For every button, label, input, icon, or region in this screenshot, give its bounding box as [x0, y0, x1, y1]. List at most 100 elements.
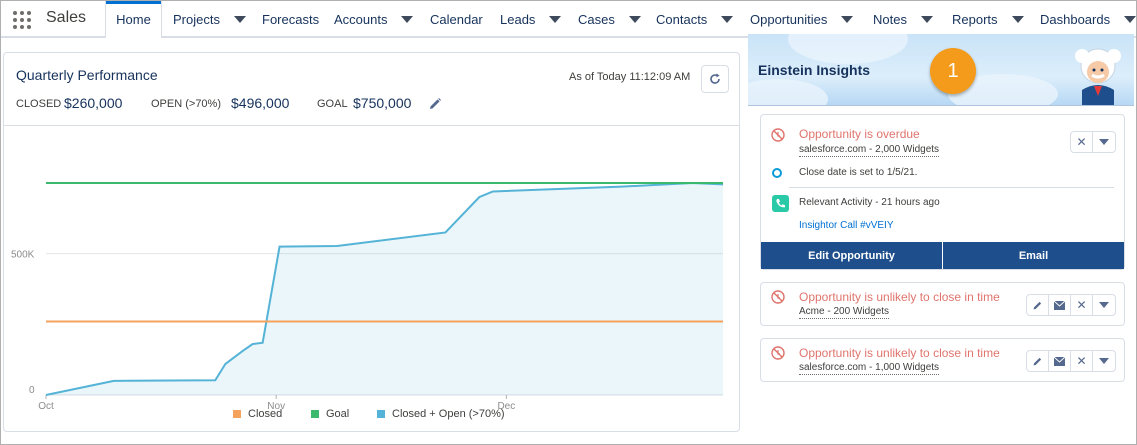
chevron-down-icon[interactable]	[1011, 16, 1024, 23]
legend-label-closed-open: Closed + Open (>70%)	[392, 408, 505, 420]
refresh-button[interactable]	[701, 65, 729, 93]
insightor-call-link[interactable]: Insightor Call #vVEIY	[799, 220, 894, 231]
edit-button[interactable]	[1027, 351, 1049, 371]
tab-reports[interactable]: Reports	[952, 1, 1024, 38]
status-circle-icon	[772, 168, 782, 178]
close-icon: ✕	[1076, 354, 1087, 368]
tab-calendar[interactable]: Calendar	[430, 1, 483, 38]
legend-closed-open[interactable]: Closed + Open (>70%)	[377, 408, 505, 420]
app-name: Sales	[46, 9, 87, 26]
email-button[interactable]: Email	[943, 242, 1124, 269]
y-tick-0: 0	[29, 385, 35, 396]
chevron-down-icon	[1099, 139, 1109, 145]
goal-value: $750,000	[353, 95, 412, 111]
email-button[interactable]	[1049, 351, 1071, 371]
tab-label: Home	[116, 12, 151, 27]
insight-subtitle-link[interactable]: Acme - 200 Widgets	[799, 306, 890, 319]
tab-label: Calendar	[430, 12, 483, 27]
legend-goal[interactable]: Goal	[311, 408, 349, 420]
tab-label: Accounts	[334, 12, 388, 27]
open-value: $496,000	[231, 95, 290, 111]
warning-icon	[771, 346, 785, 360]
insight-card-unlikely-salesforce: Opportunity is unlikely to close in time…	[760, 338, 1125, 382]
tab-home[interactable]: Home	[105, 1, 162, 40]
tab-notes[interactable]: Notes	[873, 1, 933, 38]
warning-icon	[771, 128, 785, 142]
tab-leads[interactable]: Leads	[500, 1, 562, 38]
tab-cases[interactable]: Cases	[578, 1, 641, 38]
insight-action-bar: Edit Opportunity Email	[761, 242, 1124, 269]
chevron-down-icon	[1099, 358, 1109, 364]
close-icon: ✕	[1076, 135, 1087, 149]
tab-label: Reports	[952, 12, 998, 27]
tab-dashboards[interactable]: Dashboards	[1040, 1, 1137, 38]
email-icon	[1054, 356, 1065, 366]
pencil-icon	[1033, 357, 1042, 365]
einstein-avatar-icon	[1075, 48, 1121, 105]
performance-title: Quarterly Performance	[16, 67, 158, 83]
x-tick-nov: Nov	[267, 401, 285, 410]
divider	[789, 187, 1114, 188]
einstein-title: Einstein Insights	[758, 62, 871, 78]
insight-subtitle-link[interactable]: salesforce.com - 1,000 Widgets	[799, 362, 940, 375]
dismiss-button[interactable]: ✕	[1071, 295, 1093, 315]
performance-chart: 0 500K Oct Nov Dec	[11, 181, 724, 410]
tab-accounts[interactable]: Accounts	[334, 1, 414, 38]
chevron-down-icon	[1099, 302, 1109, 308]
tab-projects[interactable]: Projects	[173, 1, 246, 38]
edit-goal-pencil-icon[interactable]	[428, 97, 442, 111]
legend-closed[interactable]: Closed	[233, 408, 282, 420]
more-menu-button[interactable]	[1093, 351, 1115, 371]
insight-title: Opportunity is unlikely to close in time	[799, 346, 1000, 360]
closed-open-area	[46, 183, 723, 395]
insight-subtitle-link[interactable]: salesforce.com - 2,000 Widgets	[799, 144, 940, 157]
insight-card-unlikely-acme: Opportunity is unlikely to close in time…	[760, 282, 1125, 326]
tab-contacts[interactable]: Contacts	[656, 1, 734, 38]
insight-actions: ✕	[1070, 131, 1116, 153]
y-tick-500k: 500K	[11, 250, 35, 261]
edit-opportunity-button[interactable]: Edit Opportunity	[761, 242, 943, 269]
pencil-icon	[1033, 301, 1042, 309]
chevron-down-icon[interactable]	[401, 16, 414, 23]
tab-label: Contacts	[656, 12, 708, 27]
x-tick-oct: Oct	[38, 401, 54, 410]
legend-label-goal: Goal	[326, 408, 350, 420]
chevron-down-icon[interactable]	[920, 16, 933, 23]
tab-forecasts[interactable]: Forecasts	[262, 1, 319, 38]
phone-call-icon	[772, 195, 789, 212]
dismiss-button[interactable]: ✕	[1071, 351, 1093, 371]
chevron-down-icon[interactable]	[233, 16, 246, 23]
more-menu-button[interactable]	[1093, 132, 1115, 152]
more-menu-button[interactable]	[1093, 295, 1115, 315]
edit-button[interactable]	[1027, 295, 1049, 315]
app-launcher-icon[interactable]	[13, 11, 31, 29]
tab-label: Notes	[873, 12, 907, 27]
dismiss-button[interactable]: ✕	[1071, 132, 1093, 152]
tab-label: Opportunities	[750, 12, 828, 27]
chevron-down-icon[interactable]	[1124, 16, 1137, 23]
tab-opportunities[interactable]: Opportunities	[750, 1, 854, 38]
tab-label: Leads	[500, 12, 536, 27]
warning-icon	[771, 290, 785, 304]
chevron-down-icon[interactable]	[841, 16, 854, 23]
legend-swatch-closed-open	[377, 410, 385, 418]
open-label: OPEN (>70%)	[151, 98, 221, 110]
chevron-down-icon[interactable]	[721, 16, 734, 23]
insight-title: Opportunity is unlikely to close in time	[799, 290, 1000, 304]
chevron-down-icon[interactable]	[549, 16, 562, 23]
step-badge: 1	[930, 48, 976, 94]
close-date-detail: Close date is set to 1/5/21.	[799, 167, 918, 178]
closed-value: $260,000	[64, 95, 123, 111]
legend-label-closed: Closed	[248, 408, 283, 420]
tab-label: Projects	[173, 12, 220, 27]
email-button[interactable]	[1049, 295, 1071, 315]
chevron-down-icon[interactable]	[628, 16, 641, 23]
as-of-timestamp: As of Today 11:12:09 AM	[569, 71, 691, 83]
x-tick-dec: Dec	[497, 401, 515, 410]
closed-open-line	[45, 181, 724, 396]
quarterly-performance-card: Quarterly Performance CLOSED $260,000 OP…	[3, 52, 740, 432]
refresh-icon	[710, 73, 720, 84]
goal-label: GOAL	[317, 98, 348, 110]
legend-swatch-goal	[311, 410, 319, 418]
insight-title: Opportunity is overdue	[799, 127, 920, 141]
